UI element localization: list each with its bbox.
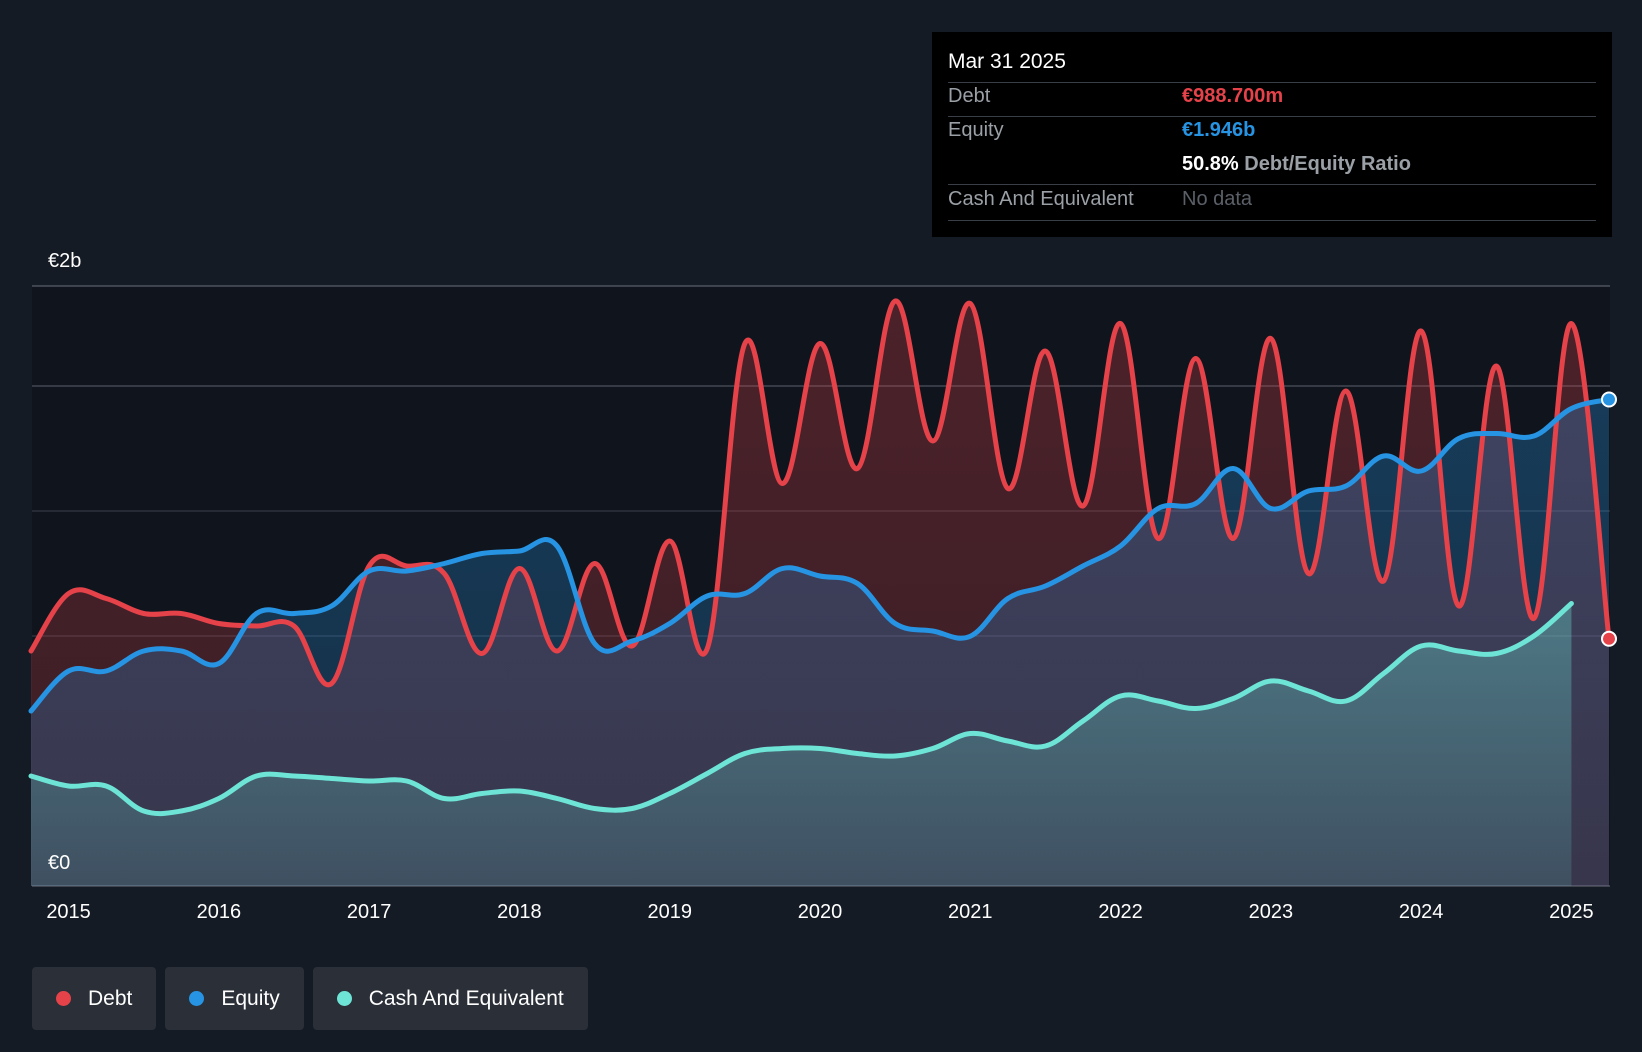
equity-end-marker [1601,391,1617,408]
x-tick-label: 2025 [1549,901,1594,923]
legend-label: Cash And Equivalent [368,986,564,1010]
equity-line [28,397,1612,714]
x-tick-label: 2017 [347,901,392,923]
tooltip-divider [948,116,1596,117]
tooltip-cash-value: No data [1182,188,1253,210]
x-tick-label: 2022 [1098,901,1143,923]
tooltip-equity-label: Equity [948,119,1004,141]
debt-line [28,298,1612,688]
legend-item-cash[interactable]: Cash And Equivalent [312,967,588,1030]
x-tick-label: 2021 [948,901,993,923]
x-tick-label: 2019 [647,901,692,923]
series-lines [28,298,1612,817]
x-tick-label: 2020 [798,901,843,923]
legend-label: Debt [88,986,133,1010]
tooltip-divider [948,82,1596,83]
tooltip-debt-label: Debt [948,85,991,107]
tooltip-divider [948,220,1596,221]
series-areas [31,300,1609,886]
tooltip-debt-value: €988.700m [1182,85,1284,107]
end-markers [1601,391,1617,647]
x-axis: 2015 2016 2017 2018 2019 2020 2021 2022 2023 2024… [46,901,1593,923]
chart-legend: Debt Equity Cash And Equivalent [32,967,588,1030]
tooltip-equity-value: €1.946b [1182,119,1256,141]
tooltip-ratio: 50.8% Debt/Equity Ratio [1182,153,1411,176]
x-tick-label: 2024 [1399,901,1444,923]
x-tick-label: 2018 [497,901,542,923]
x-tick-label: 2015 [46,901,91,923]
x-tick-label: 2023 [1249,901,1294,923]
legend-item-debt[interactable]: Debt [32,967,157,1030]
cash-line [28,601,1574,817]
y-axis-top-label: €2b [48,250,82,272]
tooltip-divider [948,184,1596,185]
tooltip-date: Mar 31 2025 [948,50,1066,73]
debt-end-marker [1601,630,1617,647]
debt-dot-icon [56,991,71,1006]
cash-area [31,603,1572,886]
cash-dot-icon [336,991,352,1006]
x-tick-label: 2016 [197,901,242,923]
equity-dot-icon [189,991,205,1006]
tooltip-ratio-value: 50.8% [1182,153,1239,175]
legend-item-equity[interactable]: Equity [165,967,304,1030]
data-tooltip: Mar 31 2025 Debt €988.700m Equity €1.946… [932,32,1612,237]
tooltip-ratio-label: Debt/Equity Ratio [1244,153,1411,175]
y-axis-bottom-label: €0 [48,852,71,874]
tooltip-cash-label: Cash And Equivalent [948,188,1134,210]
legend-label: Equity [221,986,280,1010]
